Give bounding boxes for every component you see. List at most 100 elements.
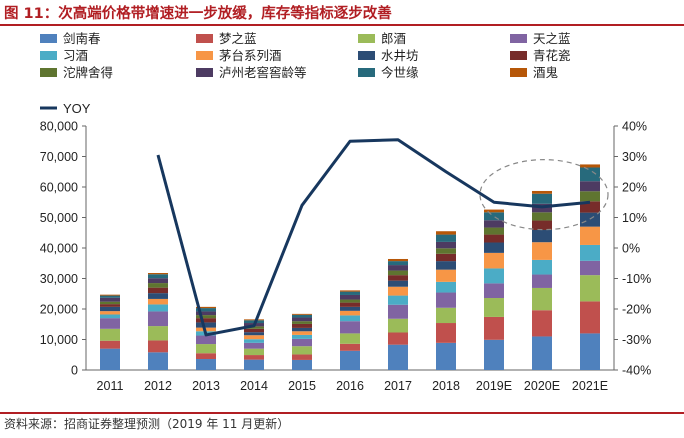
bar-segment: [484, 316, 504, 340]
bar-segment: [484, 283, 504, 299]
bar-segment: [292, 327, 312, 332]
x-tick-label: 2015: [288, 379, 316, 393]
bar-segment: [148, 293, 168, 299]
y2-tick-label: 40%: [622, 120, 647, 134]
y-tick-label: 80,000: [40, 120, 78, 134]
y2-tick-label: 10%: [622, 211, 647, 225]
bar-segment: [580, 226, 600, 245]
bar-segment: [532, 193, 552, 204]
bar-segment: [388, 286, 408, 296]
chart-title: 图 11：次高端价格带增速进一步放缓，库存等指标逐步改善: [4, 6, 392, 22]
bar-segment: [100, 318, 120, 329]
legend-label: 酒鬼: [533, 65, 558, 80]
x-tick-label: 2016: [336, 379, 364, 393]
bar-segment: [196, 344, 216, 354]
bar-segment: [292, 354, 312, 360]
bar-segment: [436, 241, 456, 249]
legend-swatch: [358, 68, 375, 77]
bar-segment: [340, 294, 360, 300]
legend-label: 泸州老窖窖龄等: [219, 65, 307, 80]
bar-segment: [436, 253, 456, 262]
bar-segment: [388, 344, 408, 370]
bar-segment: [244, 359, 264, 370]
bar-segment: [196, 322, 216, 328]
bar-segment: [292, 338, 312, 347]
bar-segment: [196, 308, 216, 312]
bar-segment: [484, 212, 504, 221]
bar-segment: [388, 270, 408, 276]
y2-tick-label: 20%: [622, 181, 647, 195]
bar-segment: [148, 311, 168, 327]
bar-segment: [292, 323, 312, 328]
bar-segment: [148, 340, 168, 353]
x-tick-label: 2011: [97, 379, 124, 393]
bar-segment: [484, 209, 504, 213]
bar-segment: [148, 326, 168, 341]
y-tick-label: 20,000: [40, 303, 78, 317]
bar-segment: [148, 273, 168, 275]
bar-segment: [244, 328, 264, 333]
bar-segment: [340, 299, 360, 303]
bar-segment: [436, 292, 456, 308]
bar-segment: [100, 295, 120, 298]
bar-segment: [292, 359, 312, 370]
bar-segment: [484, 268, 504, 284]
bar-segment: [196, 335, 216, 345]
bar-segment: [436, 269, 456, 282]
bar-segment: [532, 242, 552, 260]
bar-segment: [148, 298, 168, 305]
x-tick-label: 2019E: [476, 379, 512, 393]
x-tick-label: 2012: [144, 379, 172, 393]
legend-label: 茅台系列酒: [219, 48, 282, 63]
legend-label: 水井坊: [381, 48, 419, 63]
bar-segment: [532, 212, 552, 221]
bar-segment: [388, 280, 408, 287]
bar-segment: [484, 339, 504, 370]
bar-segment: [148, 304, 168, 312]
bar-segment: [580, 260, 600, 276]
bar-segment: [100, 301, 120, 305]
bar-segment: [196, 353, 216, 360]
y2-tick-label: 0%: [622, 242, 640, 256]
legend-label: 剑南春: [63, 31, 101, 46]
legend-swatch: [358, 34, 375, 43]
bar-segment: [580, 191, 600, 202]
bar-segment: [340, 290, 360, 292]
source-note: 资料来源：招商证券整理预测（2019 年 11 月更新）: [4, 417, 290, 431]
legend-label: 郎酒: [381, 31, 406, 46]
y2-tick-label: -40%: [622, 364, 651, 378]
bar-segment: [388, 261, 408, 266]
bar-segment: [244, 335, 264, 340]
x-tick-label: 2013: [192, 379, 220, 393]
legend-label: YOY: [63, 101, 91, 116]
y2-tick-label: -30%: [622, 333, 651, 347]
bar-segment: [484, 227, 504, 235]
bar-segment: [484, 234, 504, 243]
bar-segment: [532, 230, 552, 243]
bar-segment: [436, 248, 456, 254]
bar-segment: [100, 294, 120, 296]
x-tick-label: 2017: [384, 379, 412, 393]
y2-tick-label: -10%: [622, 272, 651, 286]
highlight-ellipse: [479, 159, 609, 231]
y-tick-label: 30,000: [40, 272, 78, 286]
bar-segment: [580, 301, 600, 334]
bar-segment: [244, 319, 264, 321]
bar-segment: [484, 220, 504, 228]
bar-segment: [484, 242, 504, 253]
title-rule: [0, 24, 684, 26]
bar-segment: [436, 281, 456, 293]
legend-swatch: [510, 34, 527, 43]
legend-swatch: [196, 34, 213, 43]
bar-segment: [580, 244, 600, 261]
bar-segment: [436, 234, 456, 242]
bar-segment: [580, 333, 600, 370]
yoy-line: [156, 138, 591, 337]
bar-segment: [340, 310, 360, 316]
bar-segment: [388, 304, 408, 319]
bar-segment: [100, 314, 120, 319]
bar-segment: [388, 258, 408, 262]
bar-segment: [580, 275, 600, 302]
bar-segment: [580, 164, 600, 168]
bar-segment: [244, 326, 264, 329]
